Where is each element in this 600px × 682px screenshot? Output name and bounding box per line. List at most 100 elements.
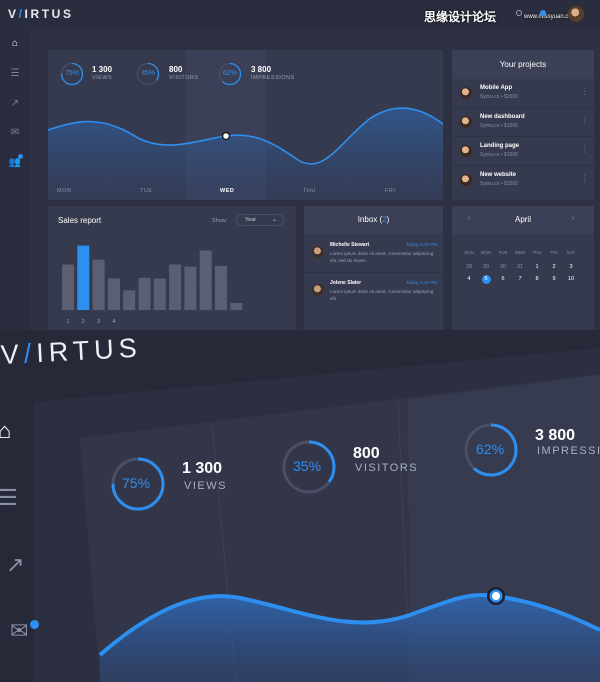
inbox-message[interactable]: Jolene Slater Today, 5:32 PM Lorem ipsum… [304,276,443,314]
project-meta: Symu.co • $1500 [480,181,518,187]
day-label-fri[interactable]: FRI [385,188,396,194]
wave-chart [48,50,443,200]
project-avatar [460,174,472,186]
calendar-day[interactable]: 28 [465,264,473,270]
more-vertical-icon[interactable]: · · · [583,114,586,127]
sales-bar[interactable] [215,265,227,310]
views-ring: 75% [60,62,84,86]
show-label: Show: [212,218,228,224]
sales-bar[interactable] [123,290,136,310]
mail-icon[interactable]: ✉ [10,127,20,138]
impressions-value: 3 800 [251,65,272,74]
more-vertical-icon[interactable]: · · · [583,143,586,156]
period-select[interactable]: Year ⌄ [236,214,284,226]
day-label-tue[interactable]: TUE [140,188,153,194]
day-label-wed[interactable]: WED [220,188,235,194]
calendar-weekday: SAT [566,250,576,255]
project-name: Landing page [480,143,519,149]
sales-bar[interactable] [62,264,74,311]
sales-bar[interactable] [184,266,197,310]
sales-tick-label: 1 [66,319,69,325]
sales-bar[interactable] [77,245,90,310]
user-avatar[interactable] [568,6,584,22]
watermark-text: 思缘设计论坛 [424,10,497,24]
sales-bar-chart: 1 2 3 4 [60,239,284,325]
project-row[interactable]: Mobile App Symu.co • $1500 · · · [452,79,594,108]
wave-area [48,108,443,200]
trending-icon[interactable]: ↗ [10,98,20,109]
zoom-impressions-value: 3 800 [535,427,576,444]
sales-bar[interactable] [199,250,212,311]
chevron-right-icon[interactable]: › [572,215,575,222]
sales-bar[interactable] [153,278,166,311]
impressions-ring: 62% [218,62,242,86]
calendar-day[interactable]: 6 [501,276,505,282]
projects-header: Your projects [452,50,594,79]
views-value: 1 300 [92,65,113,74]
inbox-title: Inbox [357,215,378,224]
home-icon[interactable]: ⌂ [11,38,19,49]
zoom-menu-icon[interactable]: ☰ [0,485,18,510]
more-vertical-icon[interactable]: · · · [583,172,586,185]
menu-icon[interactable]: ☰ [10,68,20,79]
inbox-header: Inbox (2) [304,206,443,234]
sales-bar[interactable] [138,277,151,310]
sales-bar[interactable] [230,303,243,310]
project-row[interactable]: New dashboard Symu.co • $1500 · · · [452,108,594,137]
users-icon[interactable]: 👥 [8,157,22,168]
calendar-day[interactable]: 7 [518,276,522,282]
calendar-day[interactable]: 4 [467,276,471,282]
day-label-mon[interactable]: MON [57,188,72,194]
calendar-day[interactable]: 8 [535,276,539,282]
zoom-views-label: VIEWS [184,480,227,492]
calendar-weekday: TUE [498,250,508,255]
zoom-impressions-ring [464,423,518,477]
dashboard-screenshot: V/IRTUS 思缘设计论坛 www.missyuan.com ⌂ ☰ ↗ ✉ … [0,0,600,330]
zoom-visitors-percent: 35% [293,458,322,474]
sales-bar[interactable] [169,264,182,311]
sales-bar[interactable] [92,259,105,310]
calendar-day[interactable]: 3 [569,264,573,270]
message-sender: Michelle Stewart [330,242,370,248]
search-icon[interactable] [516,10,522,16]
calendar-day[interactable]: 1 [535,264,539,270]
project-row[interactable]: Landing page Symu.co • $1500 · · · [452,137,594,166]
app-logo[interactable]: V/IRTUS [8,7,74,21]
sales-bar[interactable] [107,278,120,311]
calendar-day[interactable]: 2 [552,264,556,270]
calendar-weekday: SUN [464,250,474,255]
calendar-day[interactable]: 31 [516,264,524,270]
day-label-thu[interactable]: THU [303,188,316,194]
zoom-home-icon[interactable]: ⌂ [0,418,12,443]
notification-icon[interactable] [540,10,546,16]
zoom-panel-shapes [34,348,600,682]
zoom-trending-icon[interactable]: ↗ [6,552,25,577]
zoom-views-ring [111,457,165,511]
calendar-weekday: FRI [550,250,558,255]
chevron-left-icon[interactable]: ‹ [468,215,471,222]
mail-badge [18,154,23,159]
message-preview: Lorem ipsum dolor sit amet, consectetur … [330,251,434,263]
project-avatar [460,87,472,99]
calendar-weekday: THU [532,250,542,255]
zoom-views-percent: 75% [122,475,151,491]
project-meta: Symu.co • $1500 [480,152,518,158]
wave-point [221,131,231,141]
more-vertical-icon[interactable]: · · · [583,85,586,98]
sales-title: Sales report [58,216,102,225]
zoom-visitors-label: VISITORS [355,462,419,474]
calendar-day[interactable]: 29 [482,264,490,270]
inbox-message[interactable]: Michelle Stewart Today, 5:32 PM Lorem ip… [304,238,443,276]
project-meta: Symu.co • $1500 [480,123,518,129]
zoom-mail-icon[interactable]: ✉ [10,618,29,643]
calendar-day[interactable]: 10 [567,276,575,282]
zoomed-perspective-view: V/IRTUS 75% [0,330,600,682]
overview-card: 75% 1 300 VIEWS 35% 800 VISITORS 62% 3 8… [48,50,443,200]
calendar-day[interactable]: 5 [484,276,488,282]
divider [304,272,443,273]
message-preview: Lorem ipsum dolor sit amet, consectetur … [330,289,434,301]
project-row[interactable]: New website Symu.co • $1500 · · · [452,166,594,195]
calendar-day[interactable]: 9 [552,276,556,282]
calendar-day[interactable]: 30 [499,264,507,270]
chevron-down-icon: ⌄ [271,217,277,223]
